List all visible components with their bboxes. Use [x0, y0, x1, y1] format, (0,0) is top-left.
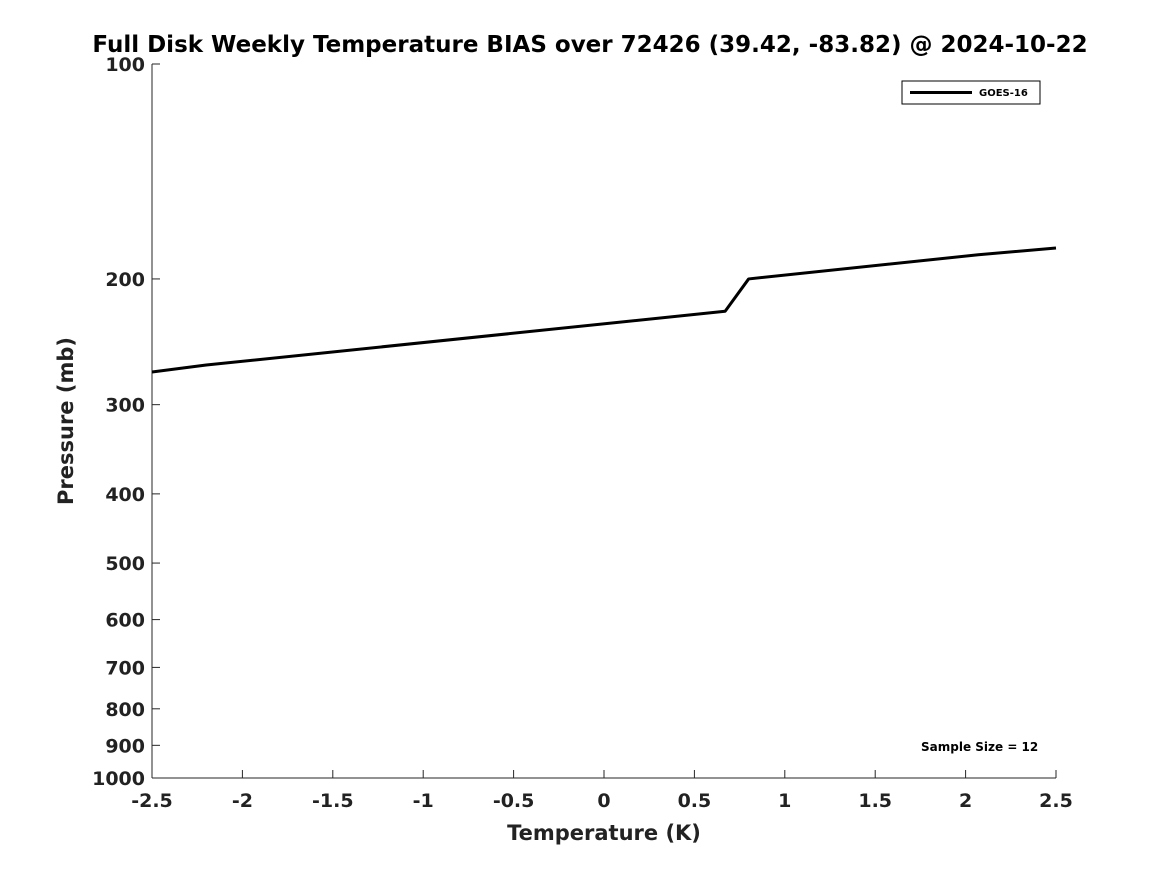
y-tick-label: 200 [105, 269, 145, 291]
chart-title: Full Disk Weekly Temperature BIAS over 7… [92, 32, 1087, 58]
series-layer [151, 246, 1057, 374]
x-tick-label: -1.5 [312, 790, 354, 812]
x-tick-label: 2.5 [1039, 790, 1073, 812]
y-tick-label: 500 [105, 553, 145, 575]
sample-size-annotation: Sample Size = 12 [921, 740, 1038, 754]
x-tick-label: 0.5 [678, 790, 712, 812]
y-tick-label: 700 [105, 657, 145, 679]
y-tick-label: 400 [105, 484, 145, 506]
series-line-goes-16 [151, 246, 1057, 374]
x-tick-label: -1 [413, 790, 434, 812]
legend: GOES-16 [901, 80, 1041, 105]
y-tick-label: 300 [105, 395, 145, 417]
x-tick-label: 0 [597, 790, 610, 812]
x-tick-label: -2 [232, 790, 253, 812]
y-ticks: 100 200 300 400 500 600 700 800 900 1000 [92, 54, 160, 790]
x-tick-label: 1.5 [858, 790, 892, 812]
x-tick-label: 1 [778, 790, 791, 812]
x-tick-label: -2.5 [131, 790, 173, 812]
x-axis-label: Temperature (K) [507, 821, 701, 845]
legend-label-goes-16: GOES-16 [979, 88, 1028, 99]
y-axis-label: Pressure (mb) [54, 337, 78, 505]
x-tick-label: 2 [959, 790, 972, 812]
y-tick-label: 800 [105, 699, 145, 721]
y-tick-label: 900 [105, 735, 145, 757]
y-tick-label: 100 [105, 54, 145, 76]
y-tick-label: 1000 [92, 768, 145, 790]
y-tick-label: 600 [105, 610, 145, 632]
x-tick-label: -0.5 [493, 790, 535, 812]
x-ticks: -2.5 -2 -1.5 -1 -0.5 0 0.5 1 1.5 2 2.5 [131, 770, 1073, 812]
